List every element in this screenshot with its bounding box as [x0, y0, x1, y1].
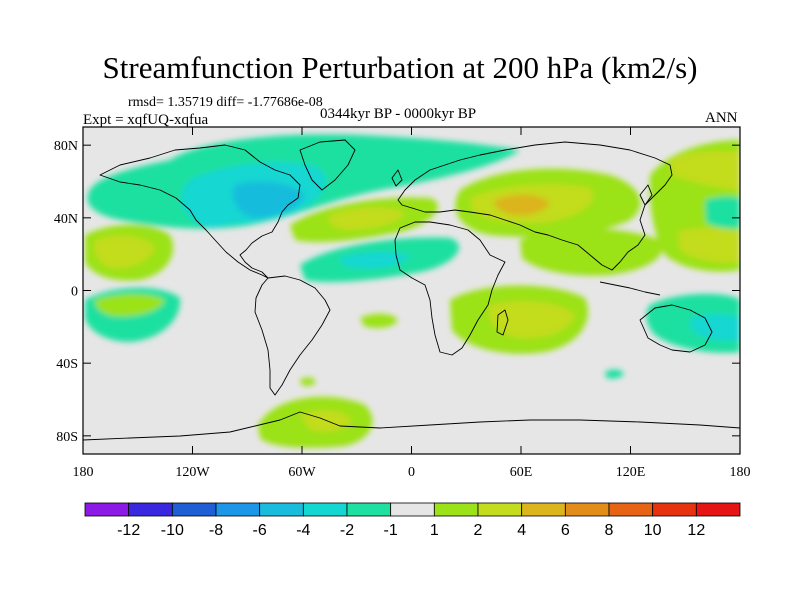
map-title: Streamfunction Perturbation at 200 hPa (… [102, 50, 698, 85]
coastline-japan [639, 184, 653, 206]
colorbar-label: 6 [561, 522, 570, 539]
contour-level-minus1 [705, 196, 740, 229]
lon-tick-label: 0 [408, 465, 415, 480]
colorbar-swatch [521, 502, 566, 517]
colorbar-label: -4 [296, 522, 310, 539]
lat-tick-label: 40N [54, 212, 78, 227]
coastline-europe-asia [397, 141, 673, 271]
colorbar-label: -10 [161, 522, 184, 539]
colorbar-swatch [215, 502, 261, 517]
colorbar-label: 10 [644, 522, 662, 539]
colorbar-label: -8 [209, 522, 223, 539]
coastlines [83, 139, 740, 441]
contour-level-minus2 [690, 314, 740, 341]
coastline-south-america [254, 275, 331, 396]
contour-level-plus2 [678, 227, 740, 263]
colorbar-label: 1 [430, 522, 439, 539]
coastline-uk [391, 169, 403, 187]
colorbar-label: 12 [687, 522, 705, 539]
contour-level-minus1 [605, 369, 624, 379]
axis-ticks: 180 120W 60W 0 60E 120E 180 80N 40N 0 40S 80S [54, 127, 751, 480]
colorbar-label: 4 [517, 522, 526, 539]
lat-tick-label: 0 [71, 285, 78, 300]
colorbar-swatch [564, 502, 610, 517]
contour-level-plus1 [300, 377, 316, 387]
experiment-label: Expt = xqfUQ-xqfua [83, 112, 209, 128]
contour-level-plus1 [520, 228, 663, 276]
colorbar-swatch [84, 502, 130, 517]
contour-level-plus2 [670, 150, 740, 190]
colorbar-label: 2 [474, 522, 483, 539]
stats-text: rmsd= 1.35719 diff= -1.77686e-08 [128, 95, 323, 110]
contour-level-plus2 [328, 207, 405, 230]
lon-tick-label: 60W [288, 465, 316, 480]
colorbar-label: -12 [117, 522, 140, 539]
colorbar-swatch [652, 502, 697, 517]
lat-tick-label: 40S [56, 357, 78, 372]
lon-tick-label: 180 [730, 465, 751, 480]
colorbar-label: 8 [605, 522, 614, 539]
map-panel [83, 127, 740, 454]
colorbar-swatch [346, 502, 392, 517]
colorbar-swatch [390, 502, 435, 517]
coastline-madagascar [496, 309, 509, 336]
colorbar: -12 -10 -8 -6 -4 -2 -1 1 2 4 6 8 10 12 [84, 502, 741, 539]
colorbar-swatch [259, 502, 304, 517]
contour-level-plus4 [494, 194, 550, 216]
colorbar-swatch [695, 502, 741, 517]
coastline-greenland [299, 139, 356, 191]
contour-level-plus1 [94, 294, 165, 317]
colorbar-swatch [128, 502, 173, 517]
coastline-north-america [99, 144, 301, 279]
lat-tick-label: 80N [54, 139, 78, 154]
colorbar-swatch [477, 502, 523, 517]
contour-fields [85, 134, 740, 448]
lon-tick-label: 120E [616, 465, 646, 480]
lon-tick-label: 120W [175, 465, 210, 480]
colorbar-swatch [433, 502, 479, 517]
coastline-indonesia [599, 281, 661, 296]
colorbar-label: -1 [384, 522, 398, 539]
contour-level-plus1 [360, 313, 398, 328]
coastline-africa [394, 221, 506, 356]
coastline-australia [639, 304, 713, 353]
contour-level-minus4 [232, 181, 305, 218]
lon-tick-label: 180 [73, 465, 94, 480]
contour-level-plus2 [488, 301, 575, 339]
coastline-antarctica [83, 411, 740, 441]
contour-level-minus2 [192, 208, 228, 228]
colorbar-swatch [608, 502, 654, 517]
season-label: ANN [705, 110, 738, 126]
period-label: 0344kyr BP - 0000kyr BP [320, 106, 477, 122]
colorbar-swatch [171, 502, 217, 517]
contour-level-plus2 [94, 235, 155, 269]
lat-tick-label: 80S [56, 430, 78, 445]
colorbar-swatch [302, 502, 348, 517]
colorbar-label: -2 [340, 522, 354, 539]
colorbar-label: -6 [253, 522, 267, 539]
lon-tick-label: 60E [510, 465, 533, 480]
contour-level-minus2 [339, 251, 410, 269]
